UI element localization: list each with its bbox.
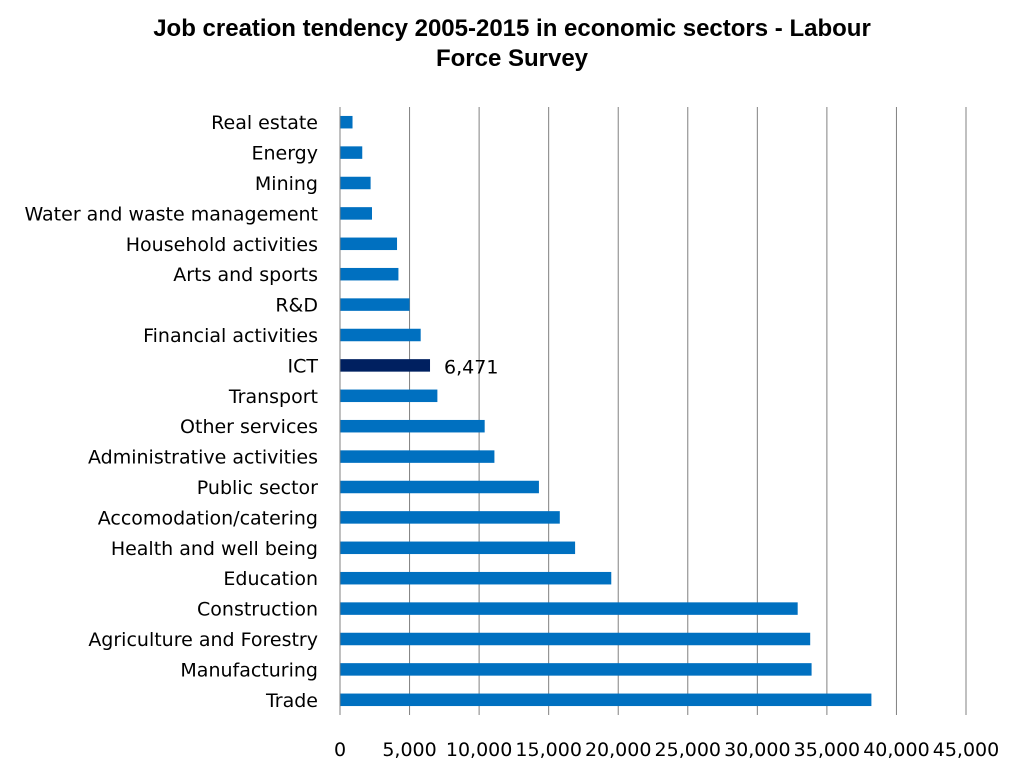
x-tick-label-3: 15,000 <box>515 739 581 761</box>
category-label-18: Manufacturing <box>180 659 318 681</box>
bar-14 <box>340 541 576 555</box>
bar-18 <box>340 663 812 676</box>
x-tick-label-2: 10,000 <box>446 739 512 761</box>
category-label-16: Construction <box>197 599 318 621</box>
chart-title-line-2: Force Survey <box>435 45 589 72</box>
category-label-13: Accomodation/catering <box>98 507 318 529</box>
bar-16 <box>340 602 798 615</box>
bar-13 <box>340 511 560 524</box>
category-label-7: Financial activities <box>143 325 318 347</box>
category-label-5: Arts and sports <box>173 264 318 286</box>
x-tick-label-0: 0 <box>334 739 346 761</box>
category-label-14: Health and well being <box>111 538 318 560</box>
bar-1 <box>340 146 363 159</box>
category-label-1: Energy <box>251 143 318 165</box>
bar-4 <box>340 237 398 251</box>
data-label-highlight: 6,471 <box>444 356 498 378</box>
x-tick-label-8: 40,000 <box>863 739 929 761</box>
category-label-6: R&D <box>275 295 318 317</box>
bar-2 <box>340 176 371 190</box>
category-label-9: Transport <box>228 386 318 408</box>
category-label-15: Education <box>223 568 318 590</box>
bar-3 <box>340 207 372 220</box>
bar-12 <box>340 480 539 494</box>
bar-8 <box>340 359 431 372</box>
bar-9 <box>340 389 438 403</box>
category-label-0: Real estate <box>211 112 318 134</box>
chart-title: Job creation tendency 2005-2015 in econo… <box>0 14 1024 74</box>
category-label-4: Household activities <box>126 234 318 256</box>
category-label-8: ICT <box>288 355 319 377</box>
bar-7 <box>340 328 421 342</box>
category-label-3: Water and waste management <box>24 203 318 225</box>
bar-5 <box>340 267 399 281</box>
x-tick-label-1: 5,000 <box>382 739 436 761</box>
x-tick-label-7: 35,000 <box>794 739 860 761</box>
category-label-17: Agriculture and Forestry <box>88 629 318 651</box>
x-tick-label-9: 45,000 <box>933 739 999 761</box>
category-label-10: Other services <box>180 416 318 438</box>
x-tick-label-4: 20,000 <box>585 739 651 761</box>
x-tick-label-6: 30,000 <box>724 739 790 761</box>
category-label-2: Mining <box>255 173 318 195</box>
category-label-19: Trade <box>265 690 318 712</box>
bar-6 <box>340 298 410 311</box>
bar-15 <box>340 571 612 585</box>
category-label-11: Administrative activities <box>88 447 318 469</box>
bar-10 <box>340 419 485 433</box>
bar-11 <box>340 450 495 463</box>
category-label-12: Public sector <box>197 477 318 499</box>
x-tick-label-5: 25,000 <box>655 739 721 761</box>
bar-19 <box>340 693 872 707</box>
bar-17 <box>340 632 811 646</box>
chart-title-line-1: Job creation tendency 2005-2015 in econo… <box>153 15 871 42</box>
bar-0 <box>340 115 353 129</box>
